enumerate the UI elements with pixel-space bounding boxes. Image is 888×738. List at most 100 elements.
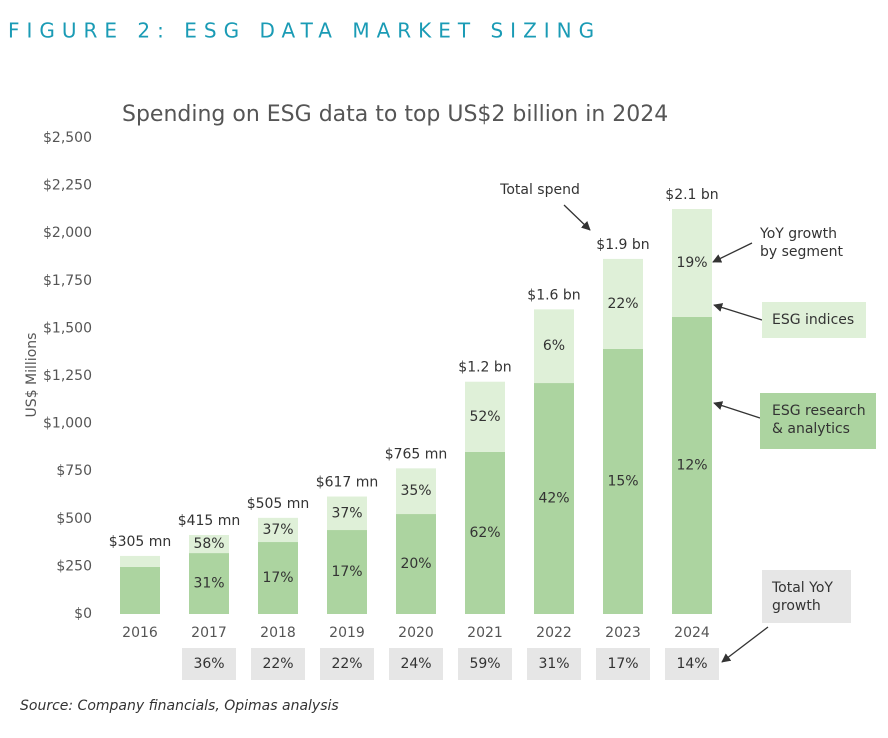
x-tick-label: 2021 xyxy=(467,625,503,641)
growth-label: 42% xyxy=(538,491,569,507)
total-label: $1.2 bn xyxy=(458,360,511,376)
legend-label: ESG research & analytics xyxy=(772,403,866,437)
total-label: $617 mn xyxy=(316,475,379,491)
total-yoy-growth: 14% xyxy=(676,656,707,672)
growth-label: 35% xyxy=(400,483,431,499)
growth-label: 20% xyxy=(400,556,431,572)
y-tick-label: $1,000 xyxy=(43,416,92,432)
bar-segment xyxy=(189,553,229,614)
bar-segment xyxy=(258,517,298,543)
figure-header: FIGURE 2: ESG DATA MARKET SIZING xyxy=(8,19,601,43)
total-label: $1.6 bn xyxy=(527,287,580,303)
x-tick-label: 2022 xyxy=(536,625,572,641)
annotation-line: YoY growth xyxy=(759,226,837,242)
x-tick-label: 2023 xyxy=(605,625,641,641)
growth-box xyxy=(665,648,719,680)
growth-label: 15% xyxy=(607,473,638,489)
legend-label: ESG indices xyxy=(772,312,854,328)
growth-label: 31% xyxy=(193,576,224,592)
bar-segment xyxy=(120,555,160,567)
total-yoy-growth: 59% xyxy=(469,656,500,672)
legend-box xyxy=(762,302,866,338)
legend-label-line: Total YoY xyxy=(771,580,833,596)
total-label: $1.9 bn xyxy=(596,237,649,253)
y-tick-label: $1,500 xyxy=(43,320,92,336)
annotation-line: by segment xyxy=(760,244,844,260)
bar-segment xyxy=(672,209,712,317)
x-tick-label: 2024 xyxy=(674,625,710,641)
arrow xyxy=(713,303,763,321)
y-tick-label: $750 xyxy=(56,463,92,479)
chart-title: Spending on ESG data to top US$2 billion… xyxy=(122,102,668,127)
growth-label: 17% xyxy=(331,564,362,580)
x-tick-label: 2017 xyxy=(191,625,227,641)
legend-label: Total YoY growth xyxy=(771,580,833,614)
bar-segment xyxy=(327,496,367,531)
total-yoy-growth: 31% xyxy=(538,656,569,672)
bar-segment xyxy=(603,258,643,349)
growth-label: 22% xyxy=(607,296,638,312)
total-label: $505 mn xyxy=(247,496,310,512)
growth-label: 52% xyxy=(469,409,500,425)
growth-label: 58% xyxy=(193,536,224,552)
x-tick-label: 2016 xyxy=(122,625,158,641)
bar-segment xyxy=(396,514,436,614)
annotation: Total spend xyxy=(499,182,580,198)
annotation: YoY growth by segment xyxy=(759,226,844,260)
growth-box xyxy=(458,648,512,680)
legend-box xyxy=(762,570,851,623)
y-tick-label: $2,500 xyxy=(43,130,92,146)
source: Source: Company financials, Opimas analy… xyxy=(20,698,339,714)
legend-label-line: growth xyxy=(772,598,821,614)
growth-label: 12% xyxy=(676,457,707,473)
total-label: $765 mn xyxy=(385,446,448,462)
y-tick-label: $2,000 xyxy=(43,225,92,241)
bar-segment xyxy=(189,534,229,554)
growth-label: 37% xyxy=(262,522,293,538)
bar-segment xyxy=(603,348,643,614)
y-tick-label: $1,750 xyxy=(43,273,92,289)
growth-box xyxy=(182,648,236,680)
total-label: $2.1 bn xyxy=(665,187,718,203)
bar-segment xyxy=(534,383,574,614)
y-tick-label: $500 xyxy=(56,511,92,527)
growth-box xyxy=(596,648,650,680)
bar-segment xyxy=(465,381,505,452)
legend-label-line: & analytics xyxy=(772,421,850,437)
growth-label: 62% xyxy=(469,525,500,541)
total-yoy-growth: 22% xyxy=(331,656,362,672)
bar-segment xyxy=(258,542,298,614)
growth-box xyxy=(389,648,443,680)
growth-label: 19% xyxy=(676,255,707,271)
total-label: $415 mn xyxy=(178,513,241,529)
bar-segment xyxy=(465,451,505,614)
total-yoy-growth: 24% xyxy=(400,656,431,672)
growth-box xyxy=(320,648,374,680)
growth-box xyxy=(527,648,581,680)
legend-label-line: ESG indices xyxy=(772,312,854,328)
total-yoy-growth: 22% xyxy=(262,656,293,672)
growth-label: 6% xyxy=(543,338,565,354)
y-tick-label: $2,250 xyxy=(43,178,92,194)
bar-segment xyxy=(327,530,367,614)
annotation-line: Total spend xyxy=(499,182,580,198)
arrow xyxy=(721,626,769,663)
y-tick-label: $0 xyxy=(74,606,92,622)
bar-segment xyxy=(672,316,712,614)
growth-box xyxy=(251,648,305,680)
bar-segment xyxy=(120,566,160,614)
arrow xyxy=(713,401,761,419)
arrow xyxy=(563,204,591,231)
bar-segment xyxy=(396,468,436,515)
total-yoy-growth: 36% xyxy=(193,656,224,672)
arrow xyxy=(712,242,753,263)
growth-label: 37% xyxy=(331,505,362,521)
y-tick-label: $250 xyxy=(56,558,92,574)
x-tick-label: 2019 xyxy=(329,625,365,641)
total-yoy-growth: 17% xyxy=(607,656,638,672)
growth-label: 17% xyxy=(262,570,293,586)
x-tick-label: 2018 xyxy=(260,625,296,641)
y-tick-label: $1,250 xyxy=(43,368,92,384)
total-label: $305 mn xyxy=(109,534,172,550)
